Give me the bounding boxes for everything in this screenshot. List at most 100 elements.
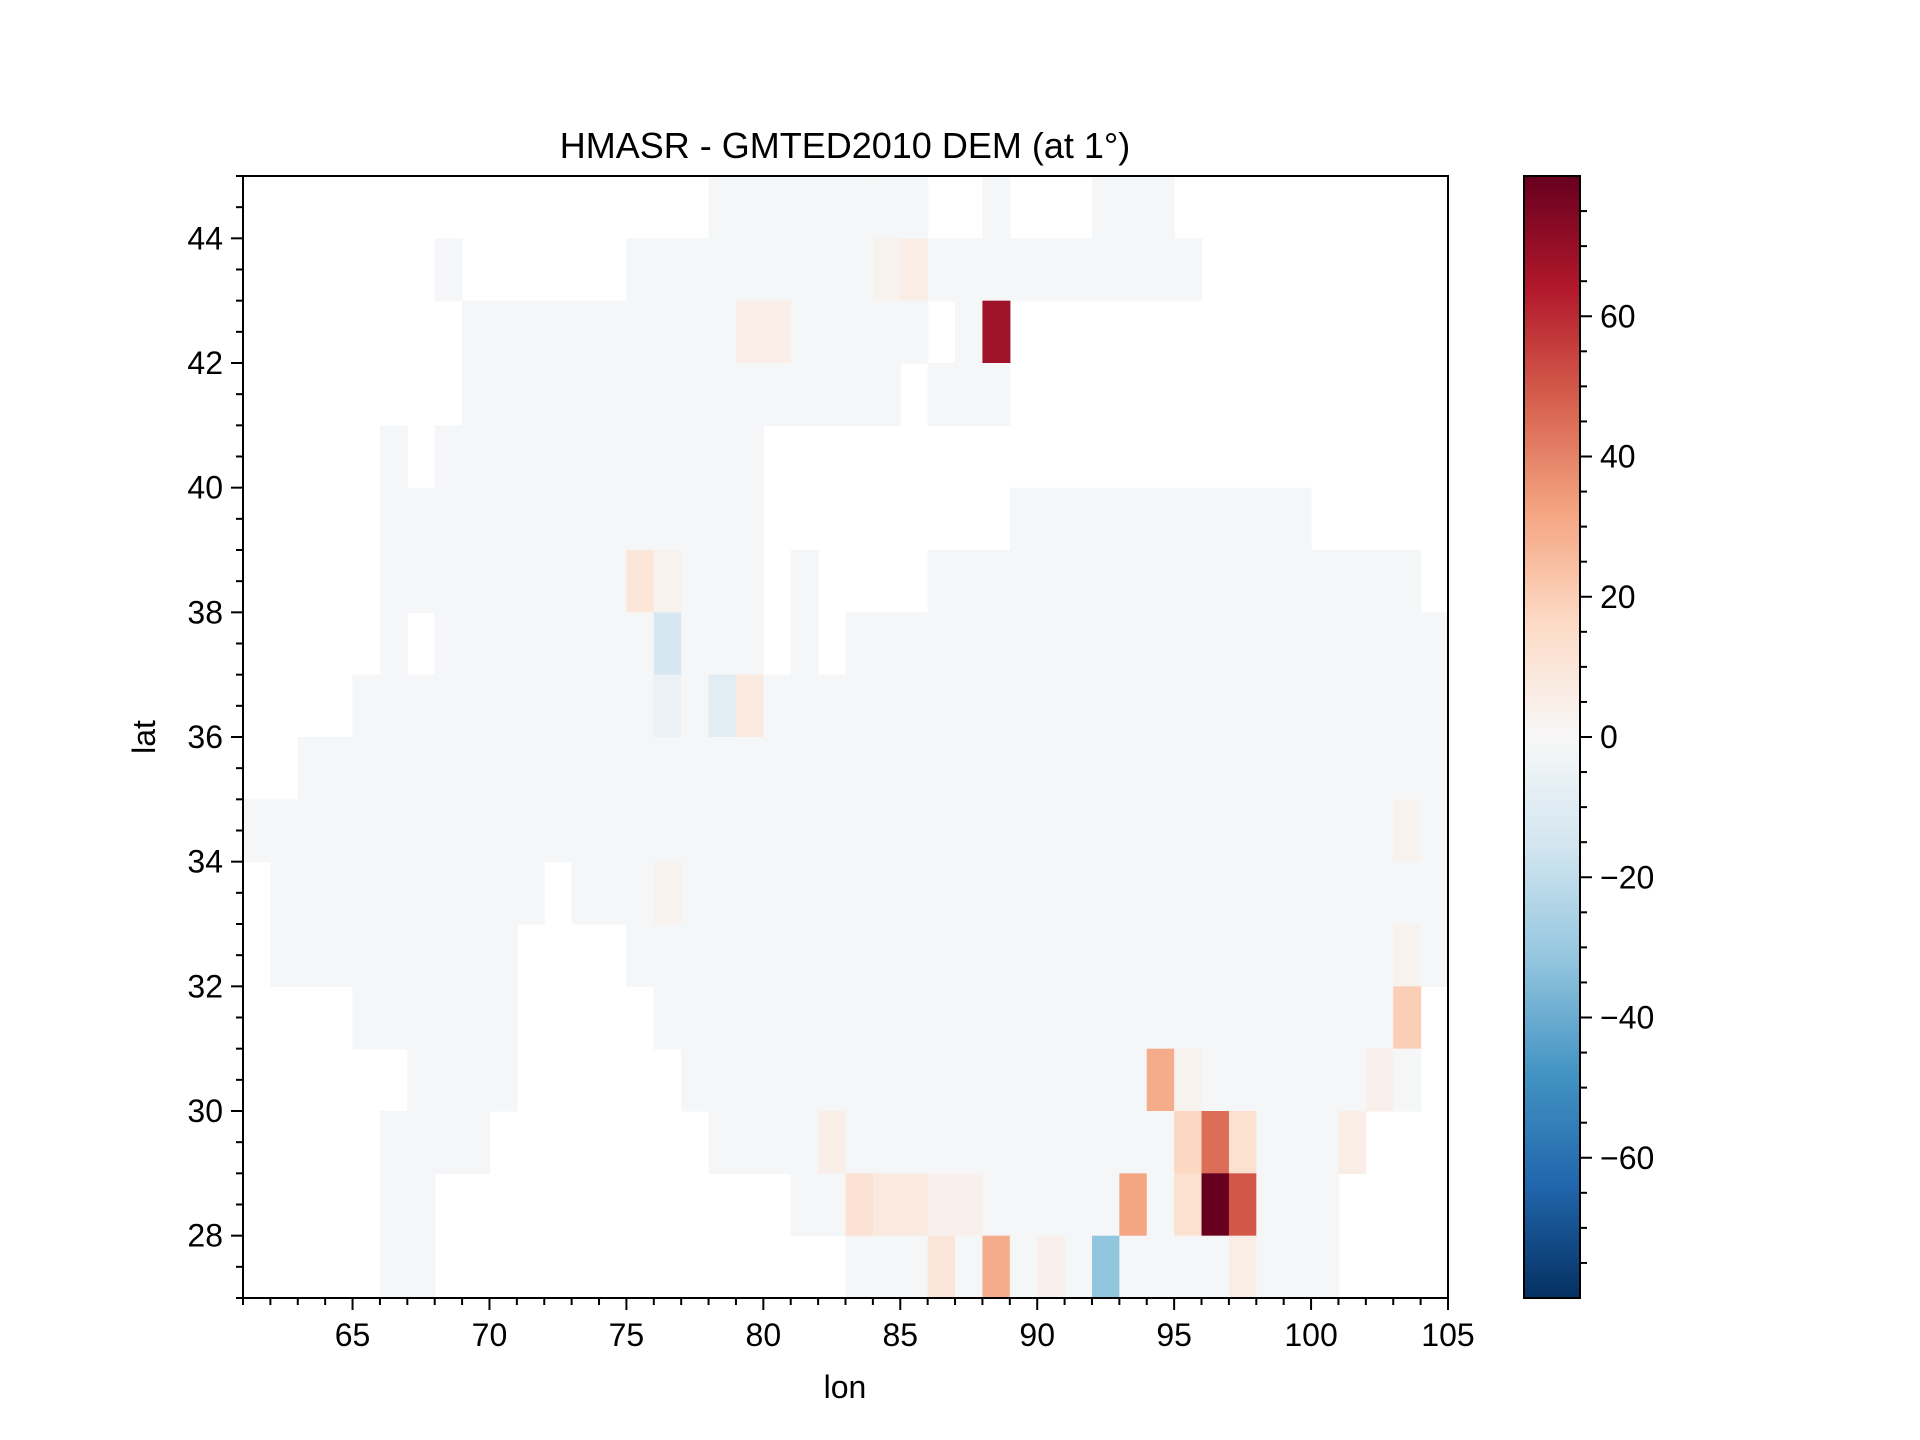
heatmap-cell: [462, 861, 491, 925]
heatmap-cell: [1174, 737, 1203, 800]
heatmap-cell: [571, 737, 600, 800]
heatmap-cell: [1091, 1048, 1120, 1112]
heatmap-cell: [1311, 986, 1340, 1050]
heatmap-cell: [845, 176, 874, 239]
heatmap-cell: [270, 799, 299, 863]
heatmap-cell: [1119, 1111, 1148, 1174]
heatmap-cell: [1037, 1111, 1066, 1174]
x-tick-label: 80: [746, 1317, 782, 1353]
heatmap-cell: [1091, 924, 1120, 987]
heatmap-cell: [1365, 1048, 1394, 1112]
heatmap-cell: [1119, 861, 1148, 925]
heatmap-cell: [516, 737, 545, 800]
heatmap-cell: [1256, 861, 1285, 925]
heatmap-cell: [1283, 1111, 1312, 1174]
heatmap-cell: [790, 1111, 819, 1174]
heatmap-cell: [681, 612, 710, 676]
heatmap-cell: [407, 1235, 436, 1298]
colorbar-axis: −60 −40 −20 0 20 40 60: [1580, 210, 1654, 1264]
heatmap-cell: [544, 612, 573, 676]
heatmap-cell: [845, 238, 874, 302]
heatmap-cell: [653, 300, 682, 364]
heatmap-cell: [1256, 487, 1285, 551]
heatmap-cell: [1201, 861, 1230, 925]
heatmap-cell: [1064, 238, 1093, 302]
heatmap-cell: [379, 1111, 408, 1174]
heatmap-cell: [1338, 1048, 1367, 1112]
heatmap-cell: [1256, 1111, 1285, 1174]
heatmap-cell: [544, 487, 573, 551]
heatmap-cell: [489, 1048, 518, 1112]
heatmap-cell: [735, 612, 764, 676]
heatmap-cell: [872, 612, 901, 676]
heatmap-cell: [1146, 1235, 1175, 1298]
heatmap-cell: [626, 861, 655, 925]
heatmap-cell: [735, 1048, 764, 1112]
heatmap-cell: [1283, 799, 1312, 863]
heatmap-cell: [1393, 799, 1422, 863]
heatmap-cell: [1119, 924, 1148, 987]
heatmap-cell: [1338, 674, 1367, 738]
heatmap-cell: [1009, 737, 1038, 800]
heatmap-cell: [653, 737, 682, 800]
heatmap-cell: [955, 986, 984, 1050]
heatmap-cell: [1064, 986, 1093, 1050]
heatmap-cell: [352, 737, 381, 800]
heatmap-cell: [407, 737, 436, 800]
heatmap-cell: [407, 799, 436, 863]
heatmap-cell: [1365, 612, 1394, 676]
heatmap-cell: [1311, 924, 1340, 987]
heatmap-cell: [1420, 612, 1448, 676]
heatmap-cell: [1174, 487, 1203, 551]
heatmap-cell: [872, 176, 901, 239]
heatmap-cell: [434, 861, 463, 925]
heatmap-cell: [1283, 1048, 1312, 1112]
heatmap-cell: [626, 363, 655, 426]
heatmap-cell: [489, 487, 518, 551]
heatmap-cell: [1201, 1111, 1230, 1174]
heatmap-cell: [653, 612, 682, 676]
heatmap-cell: [489, 674, 518, 738]
heatmap-cell: [1256, 612, 1285, 676]
heatmap-cell: [1393, 612, 1422, 676]
heatmap-cell: [1283, 737, 1312, 800]
heatmap-cell: [297, 861, 326, 925]
heatmap-cell: [735, 176, 764, 239]
heatmap-cell: [1228, 487, 1257, 551]
colorbar-tick-label: −60: [1600, 1140, 1654, 1176]
heatmap-cell: [1256, 1235, 1285, 1298]
heatmap-cell: [708, 612, 737, 676]
heatmap-cell: [982, 737, 1011, 800]
heatmap-cell: [379, 425, 408, 489]
heatmap-cell: [653, 363, 682, 426]
heatmap-cell: [462, 300, 491, 364]
heatmap-cell: [681, 674, 710, 738]
heatmap-cell: [1009, 674, 1038, 738]
heatmap-cell: [297, 799, 326, 863]
heatmap-cell: [571, 612, 600, 676]
heatmap-cell: [434, 737, 463, 800]
heatmap-cell: [1311, 612, 1340, 676]
heatmap-cell: [845, 861, 874, 925]
heatmap-cell: [1009, 238, 1038, 302]
heatmap-cell: [1009, 924, 1038, 987]
heatmap-cell: [955, 674, 984, 738]
heatmap-cell: [872, 986, 901, 1050]
heatmap-cell: [927, 799, 956, 863]
heatmap-cell: [1201, 1235, 1230, 1298]
heatmap-cell: [653, 861, 682, 925]
heatmap-cell: [379, 986, 408, 1050]
heatmap-cell: [1283, 487, 1312, 551]
heatmap-cell: [1420, 924, 1448, 987]
heatmap-cell: [1091, 1173, 1120, 1237]
chart-title: HMASR - GMTED2010 DEM (at 1°): [560, 125, 1131, 166]
y-tick-label: 30: [187, 1093, 223, 1129]
heatmap-cell: [982, 363, 1011, 426]
heatmap-cell: [845, 1111, 874, 1174]
heatmap-cell: [599, 674, 628, 738]
heatmap-cell: [1064, 612, 1093, 676]
heatmap-cell: [1037, 1173, 1066, 1237]
heatmap-cell: [379, 799, 408, 863]
heatmap-cell: [407, 861, 436, 925]
